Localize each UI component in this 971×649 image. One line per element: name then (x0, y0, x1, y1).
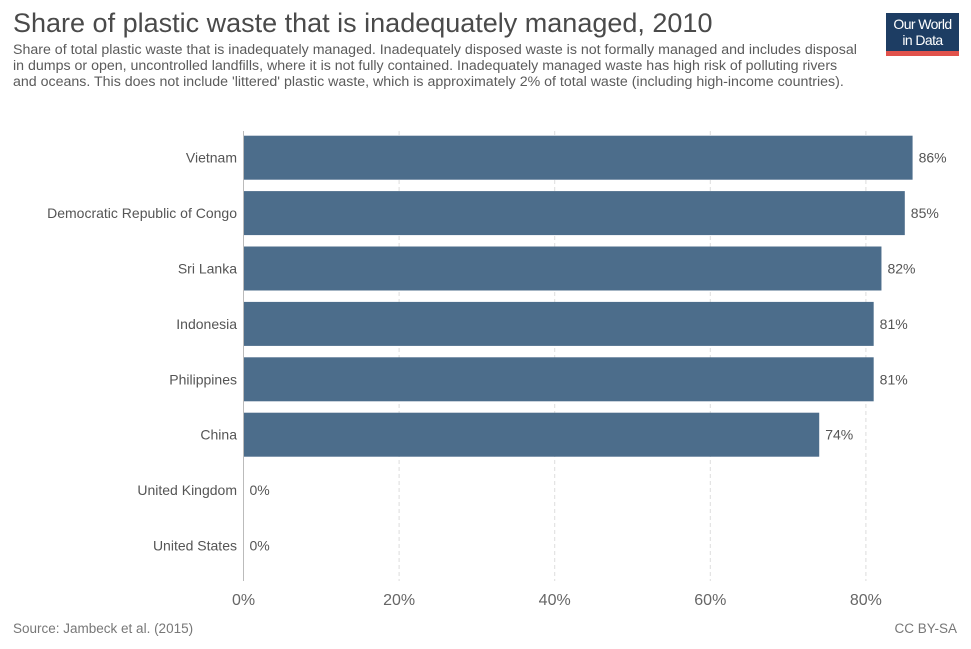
chart-title: Share of plastic waste that is inadequat… (13, 8, 713, 38)
category-label: Vietnam (186, 150, 237, 166)
value-label: 0% (250, 482, 270, 498)
logo-line-2: in Data (902, 32, 943, 48)
bar (243, 135, 913, 180)
value-label: 81% (880, 371, 908, 387)
value-label: 74% (825, 427, 853, 443)
bar (243, 246, 882, 291)
bar (243, 357, 874, 402)
value-label: 81% (880, 316, 908, 332)
logo-line-1: Our World (893, 16, 952, 32)
value-label: 86% (919, 150, 947, 166)
bar (243, 412, 820, 457)
x-tick-label: 0% (232, 592, 255, 609)
x-tick-label: 20% (383, 592, 415, 609)
value-label: 0% (250, 538, 270, 554)
license-link[interactable]: CC BY-SA (894, 621, 957, 636)
x-tick-label: 80% (850, 592, 882, 609)
chart-subtitle: Share of total plastic waste that is ina… (13, 42, 857, 90)
bar (243, 301, 874, 346)
bars (243, 135, 913, 457)
x-tick-label: 40% (539, 592, 571, 609)
bar (243, 191, 905, 236)
category-label: Philippines (169, 371, 237, 387)
value-label: 85% (911, 205, 939, 221)
source-note[interactable]: Source: Jambeck et al. (2015) (13, 621, 194, 636)
category-label: Sri Lanka (178, 261, 237, 277)
owid-logo[interactable]: Our World in Data (886, 13, 959, 56)
value-label: 82% (887, 261, 915, 277)
category-label: Indonesia (176, 316, 237, 332)
x-axis: 0% 20% 40% 60% 80% (232, 131, 882, 609)
category-label: United States (153, 538, 237, 554)
category-label: United Kingdom (137, 482, 237, 498)
gridlines (398, 131, 867, 581)
category-label: Democratic Republic of Congo (47, 205, 237, 221)
category-label: China (200, 427, 237, 443)
labels: Vietnam 86% Democratic Republic of Congo 85… (47, 150, 946, 554)
x-tick-label: 60% (694, 592, 726, 609)
